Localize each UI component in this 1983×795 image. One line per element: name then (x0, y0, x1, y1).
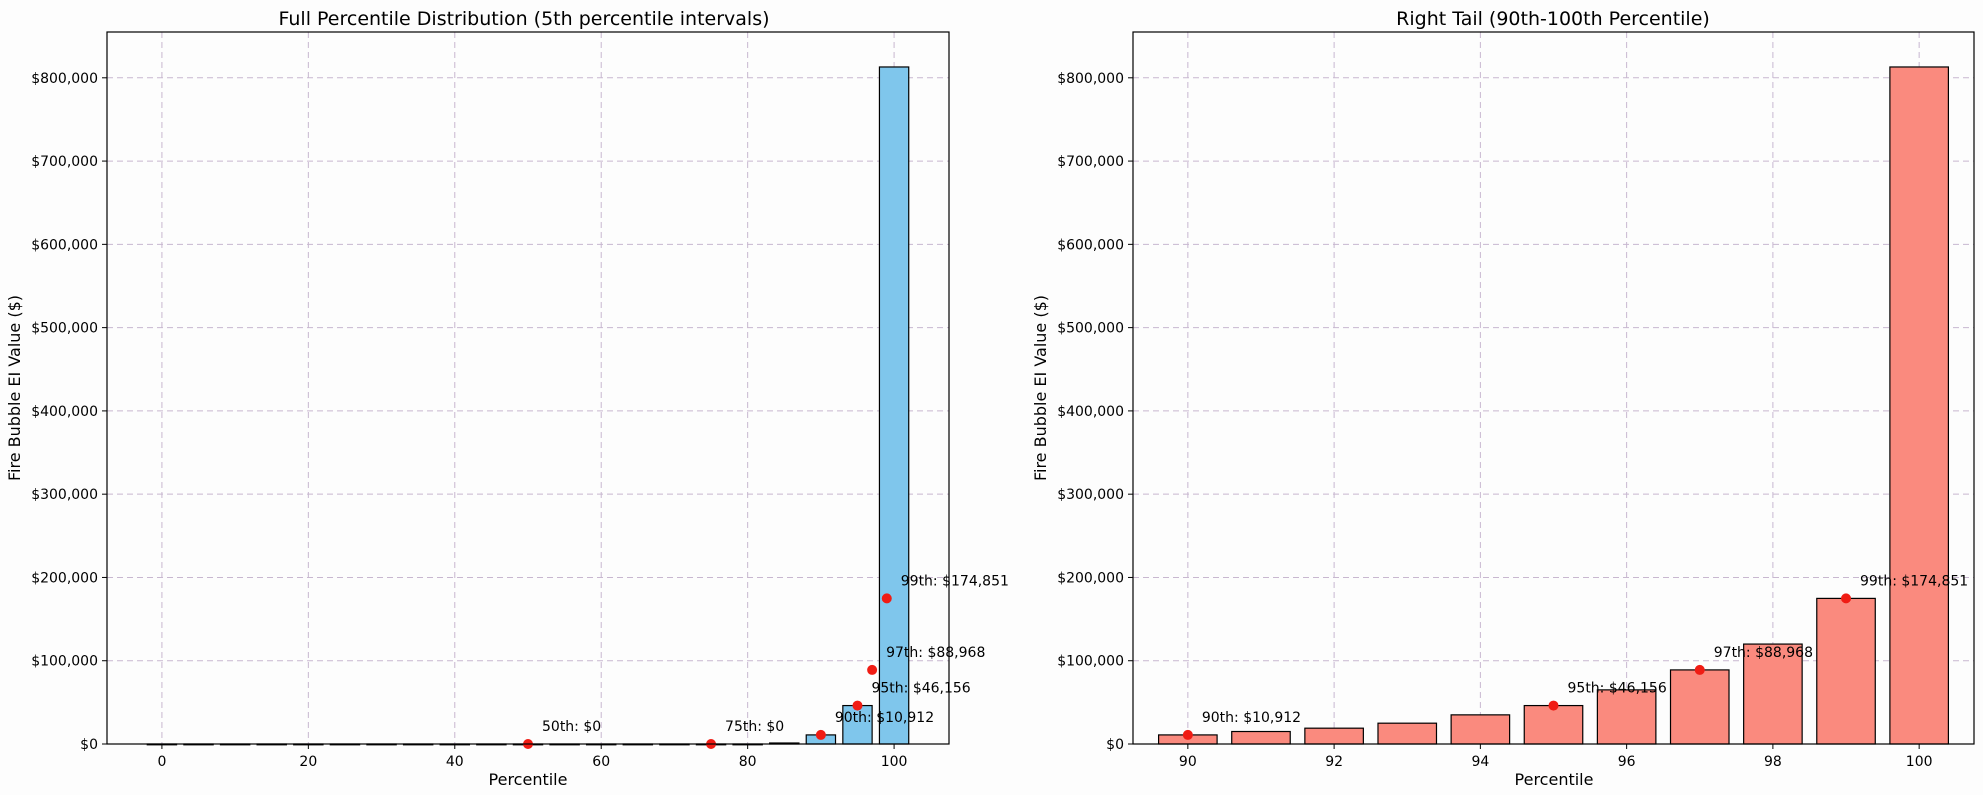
y-tick-label: $800,000 (1057, 71, 1124, 87)
y-tick-label: $0 (80, 737, 98, 753)
bar (842, 704, 873, 745)
y-axis-label: Fire Bubble EI Value ($) (5, 295, 24, 481)
y-tick-label: $200,000 (1057, 570, 1124, 586)
bar (1889, 66, 1950, 745)
bar (1669, 669, 1730, 745)
plot-frame (1132, 31, 1975, 745)
y-tick-label: $800,000 (31, 71, 98, 87)
bar (1743, 643, 1803, 745)
bar (1596, 689, 1657, 745)
x-tick-label: 90 (1179, 754, 1197, 770)
percentile-marker (852, 700, 863, 711)
y-tick-label: $300,000 (1057, 487, 1124, 503)
chart-full-distribution: Full Percentile Distribution (5th percen… (5, 8, 1009, 789)
x-axis-label: Percentile (489, 770, 568, 789)
x-axis-label: Percentile (1515, 770, 1594, 789)
y-tick-label: $300,000 (31, 487, 98, 503)
percentile-marker (1548, 700, 1559, 711)
percentile-marker (1841, 593, 1852, 604)
bar (1450, 714, 1511, 745)
y-tick-label: $0 (1106, 737, 1124, 753)
x-tick-label: 98 (1764, 754, 1782, 770)
percentile-annotation: 90th: $10,912 (1202, 710, 1301, 726)
y-tick-label: $700,000 (31, 154, 98, 170)
percentile-marker (815, 729, 826, 740)
bar (1231, 730, 1291, 745)
x-tick-label: 94 (1471, 754, 1489, 770)
y-tick-label: $200,000 (31, 570, 98, 586)
percentile-annotation: 50th: $0 (542, 719, 601, 735)
percentile-annotation: 97th: $88,968 (1714, 645, 1813, 661)
percentile-marker (1182, 729, 1193, 740)
bar (1377, 722, 1438, 745)
x-tick-label: 0 (157, 754, 166, 770)
bar (1523, 704, 1584, 745)
percentile-annotation: 99th: $174,851 (1860, 573, 1968, 589)
plot-frame (106, 31, 950, 745)
x-tick-label: 40 (446, 754, 464, 770)
y-tick-label: $400,000 (31, 404, 98, 420)
percentile-annotation: 97th: $88,968 (886, 645, 985, 661)
y-tick-label: $100,000 (31, 654, 98, 670)
x-tick-label: 96 (1618, 754, 1636, 770)
y-tick-label: $600,000 (31, 237, 98, 253)
percentile-annotation: 95th: $46,156 (871, 681, 970, 697)
bar (878, 66, 910, 745)
percentile-annotation: 90th: $10,912 (835, 710, 934, 726)
percentile-annotation: 95th: $46,156 (1568, 681, 1667, 697)
chart-title: Full Percentile Distribution (5th percen… (278, 8, 769, 30)
x-tick-label: 92 (1325, 754, 1343, 770)
x-tick-label: 20 (299, 754, 317, 770)
chart-title: Right Tail (90th-100th Percentile) (1396, 8, 1710, 30)
y-tick-label: $400,000 (1057, 404, 1124, 420)
bar (1816, 597, 1876, 745)
percentile-marker (867, 664, 878, 675)
y-tick-label: $700,000 (1057, 154, 1124, 170)
y-tick-label: $500,000 (1057, 321, 1124, 337)
bar (1304, 727, 1364, 745)
x-tick-label: 80 (739, 754, 757, 770)
percentile-annotation: 75th: $0 (725, 719, 784, 735)
x-tick-label: 100 (1906, 754, 1933, 770)
percentile-marker (1694, 664, 1705, 675)
percentile-marker (881, 593, 892, 604)
y-tick-label: $500,000 (31, 321, 98, 337)
y-axis-label: Fire Bubble EI Value ($) (1031, 295, 1050, 481)
x-tick-label: 60 (592, 754, 610, 770)
chart-right-tail: Right Tail (90th-100th Percentile) 90th:… (1031, 8, 1975, 789)
y-tick-label: $100,000 (1057, 654, 1124, 670)
percentile-annotation: 99th: $174,851 (901, 573, 1009, 589)
x-tick-label: 100 (881, 754, 908, 770)
y-tick-label: $600,000 (1057, 237, 1124, 253)
